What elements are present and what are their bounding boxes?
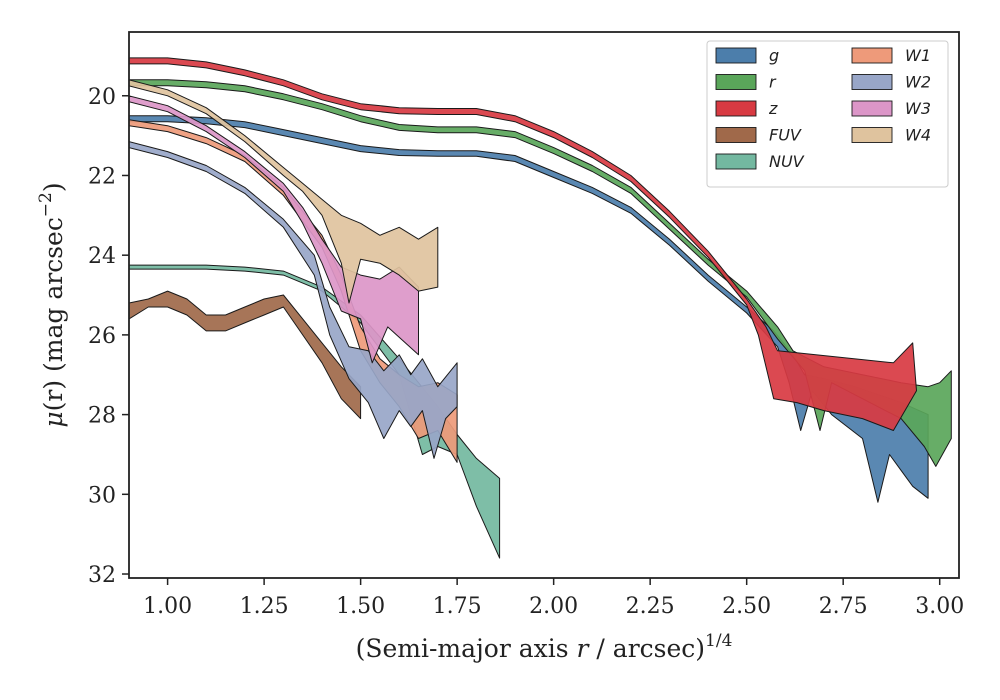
x-tick-label: 1.50	[336, 594, 385, 619]
x-tick-label: 1.25	[240, 594, 289, 619]
x-axis: 1.00 1.25 1.50 1.75 2.00 2.25 2.50 2.75 3.00	[143, 578, 964, 619]
legend-swatch-fuv	[715, 127, 757, 143]
x-axis-label: (Semi-major axis r / arcsec)1/4	[356, 631, 733, 663]
plot-frame	[128, 31, 960, 579]
legend-label-fuv: FUV	[769, 126, 802, 145]
series-band-fuv	[129, 290, 362, 420]
x-tick-label: 1.75	[433, 594, 482, 619]
legend-swatch-nuv	[715, 153, 757, 170]
y-tick-label: 22	[88, 164, 116, 189]
legend-label-w3: W3	[905, 99, 931, 118]
legend-label-z: z	[768, 99, 778, 118]
x-tick-label: 2.25	[626, 594, 675, 619]
legend-swatch-w2	[851, 74, 893, 90]
legend-swatch-r	[715, 74, 757, 90]
y-tick-label: 28	[88, 404, 116, 429]
legend-label-r: r	[769, 73, 777, 92]
legend-label-g: g	[769, 46, 779, 65]
series-band-r	[129, 79, 952, 467]
series-band-w3	[129, 95, 419, 364]
y-tick-label: 32	[88, 563, 116, 588]
y-tick-label: 26	[88, 324, 116, 349]
y-tick-label: 24	[88, 244, 116, 269]
legend-swatch-w1	[851, 47, 893, 64]
legend-label-w2: W2	[905, 73, 931, 92]
legend-swatch-w4	[851, 127, 893, 143]
x-tick-label: 3.00	[915, 594, 964, 619]
y-tick-label: 30	[88, 483, 116, 508]
x-tick-label: 2.00	[529, 594, 578, 619]
legend-label-w4: W4	[905, 126, 931, 145]
x-tick-label: 1.00	[143, 594, 192, 619]
series-layer	[129, 57, 952, 559]
series-band-w2	[129, 141, 458, 459]
series-band-g	[129, 115, 929, 503]
legend-swatch-w3	[851, 100, 893, 117]
y-tick-label: 20	[88, 85, 116, 110]
series-band-z	[129, 57, 917, 431]
x-tick-label: 2.50	[722, 594, 771, 619]
y-axis: 20 22 24 26 28 30 32	[88, 85, 129, 588]
legend-label-w1: W1	[905, 46, 931, 65]
series-band-w4	[129, 79, 439, 304]
x-tick-label: 2.75	[819, 594, 868, 619]
legend-swatch-g	[715, 47, 757, 64]
legend-swatch-z	[715, 100, 757, 117]
legend: grz FUV NUV W1 W2 W3 W4	[706, 40, 949, 188]
legend-label-nuv: NUV	[769, 152, 805, 171]
y-axis-label: μ(r) (mag arcsec−2)	[36, 182, 68, 427]
